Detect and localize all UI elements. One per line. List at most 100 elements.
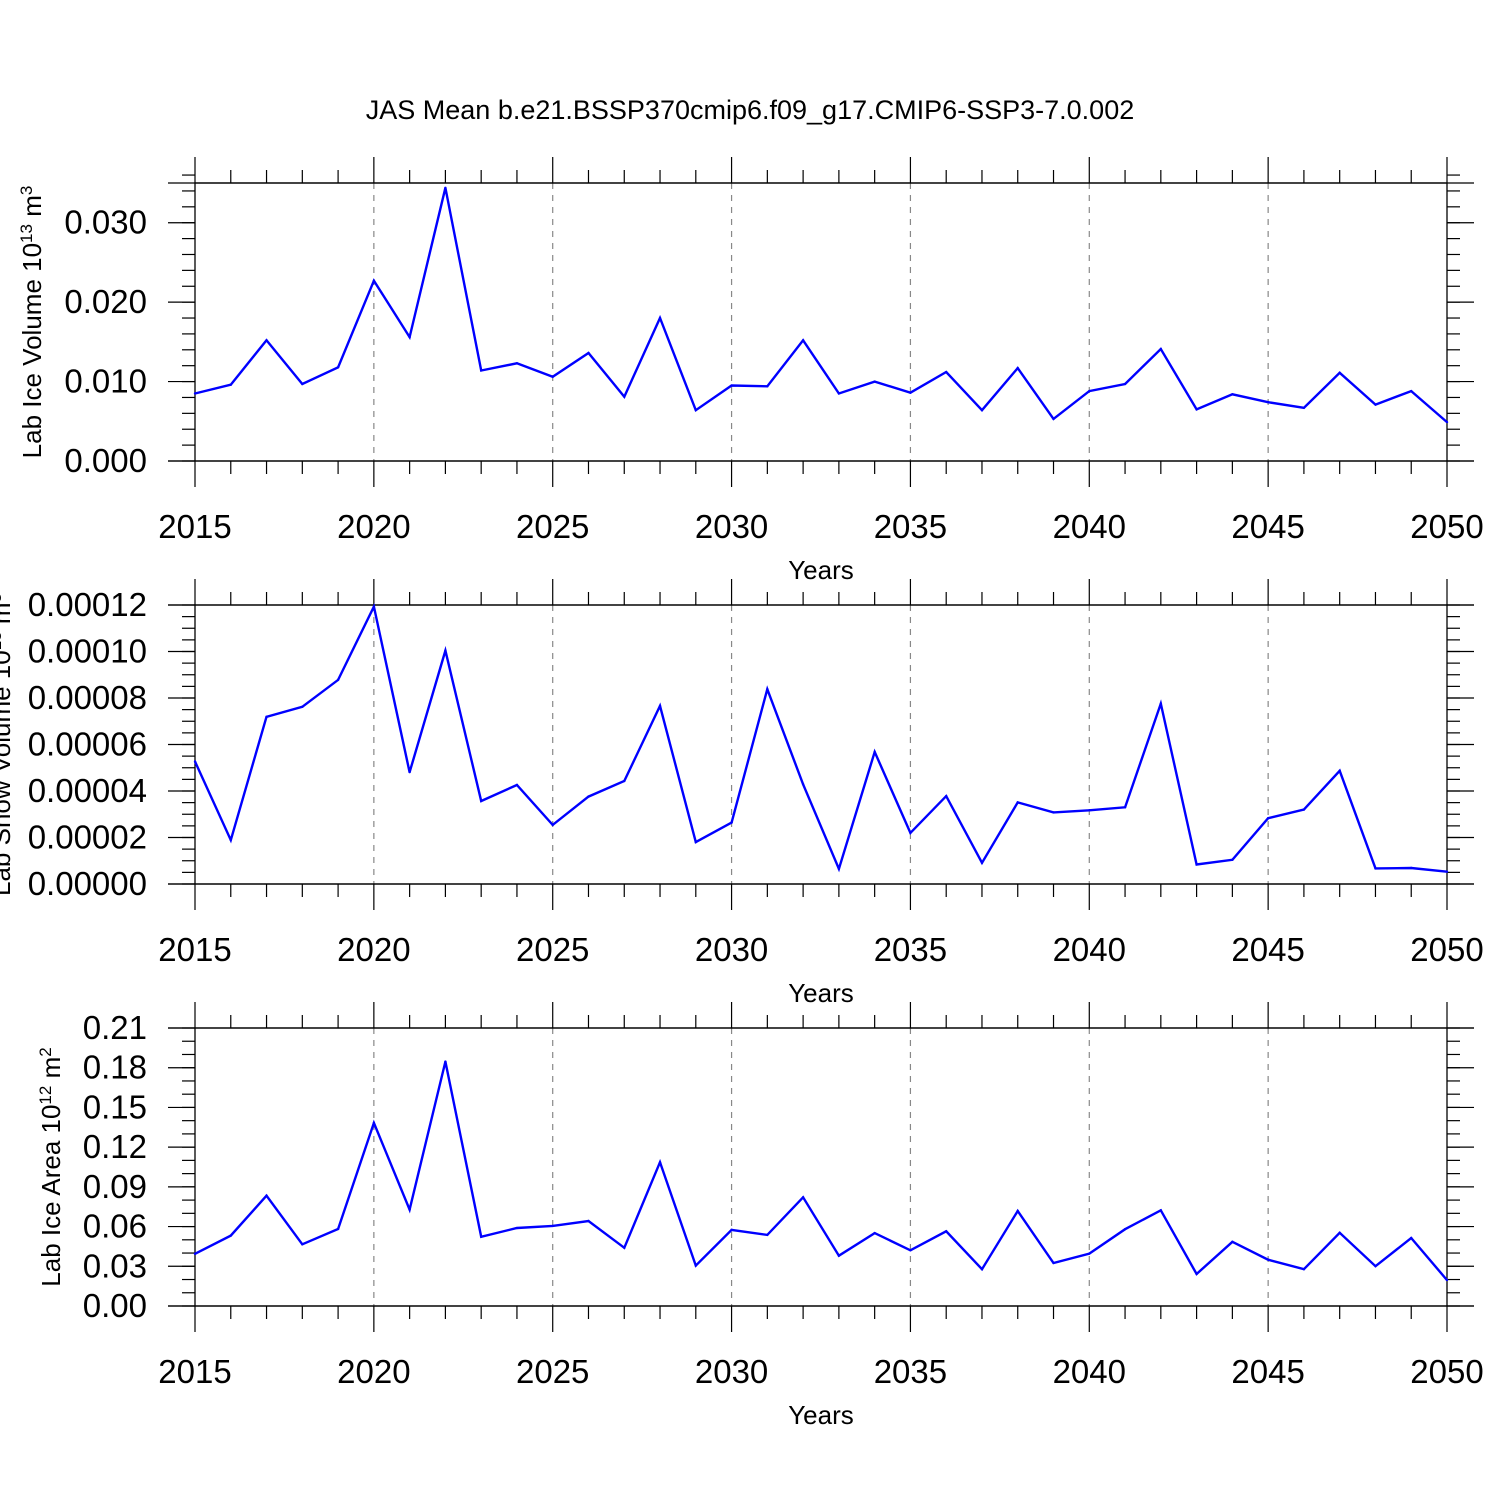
data-point	[945, 1230, 948, 1233]
x-axis-title: Years	[788, 978, 854, 1008]
data-point	[1159, 1209, 1163, 1212]
data-point	[444, 186, 447, 189]
x-tick-label: 2045	[1231, 1353, 1304, 1390]
data-point	[909, 1249, 912, 1252]
x-tick-label: 2045	[1231, 931, 1304, 968]
data-point	[1231, 858, 1234, 862]
data-point	[551, 823, 554, 827]
panels: 2015 2020 2025 2030 2035 2040 2045 2050 Years 0.0…	[0, 157, 1484, 1430]
data-point	[801, 1196, 805, 1199]
data-point	[408, 770, 411, 774]
y-axis-title-superscript: 2	[36, 1047, 55, 1056]
chart-title: JAS Mean b.e21.BSSP370cmip6.f09_g17.CMIP…	[366, 95, 1134, 125]
y-tick-label: 0.21	[83, 1009, 147, 1046]
data-point	[873, 750, 876, 754]
data-point	[587, 351, 590, 355]
data-point	[1231, 393, 1234, 396]
y-axis-title-superscript: 3	[0, 593, 5, 602]
y-tick-label: 0.00000	[28, 865, 147, 902]
data-point	[1016, 801, 1019, 804]
data-point	[1231, 1240, 1234, 1243]
data-point	[372, 279, 376, 282]
data-point	[945, 794, 948, 798]
data-point	[265, 715, 268, 719]
data-point	[980, 861, 984, 865]
data-point	[515, 362, 519, 365]
data-point	[444, 649, 447, 652]
y-axis-title: Lab Snow Volume 1013 m3	[0, 593, 16, 896]
x-tick-label: 2040	[1053, 1353, 1126, 1390]
data-point	[1195, 408, 1198, 411]
x-tick-label: 2035	[874, 508, 947, 545]
x-tick-label: 2020	[337, 1353, 410, 1390]
data-point	[587, 795, 590, 798]
x-tick-label: 2050	[1410, 931, 1483, 968]
data-point	[479, 369, 483, 372]
data-point	[837, 867, 841, 871]
x-tick-label: 2015	[158, 1353, 231, 1390]
data-point	[801, 783, 805, 786]
y-tick-label: 0.09	[83, 1168, 147, 1205]
x-tick-label: 2030	[695, 931, 768, 968]
data-point	[1302, 406, 1306, 409]
data-point	[336, 1227, 340, 1231]
y-axis-title-part: Lab Ice Area 10	[36, 1105, 66, 1287]
data-point	[873, 380, 876, 383]
y-axis-title-part: Lab Ice Volume 10	[17, 243, 47, 458]
data-point	[1338, 769, 1341, 772]
data-series-line	[193, 602, 1448, 873]
data-point	[1410, 1236, 1413, 1240]
data-series-line	[194, 1061, 1448, 1281]
data-point	[1302, 1267, 1306, 1271]
data-point	[408, 1208, 411, 1211]
y-axis-title-part: m	[0, 602, 16, 631]
data-point	[551, 375, 554, 379]
y-tick-label: 0.00012	[28, 586, 147, 623]
data-point	[301, 1243, 304, 1246]
data-point	[1016, 366, 1019, 370]
data-point	[301, 705, 304, 709]
y-tick-label: 0.12	[83, 1128, 147, 1165]
x-tick-label: 2050	[1410, 508, 1483, 545]
y-tick-label: 0.010	[64, 363, 147, 400]
y-axis-title: Lab Ice Volume 1013 m3	[17, 186, 48, 459]
y-axis-title-superscript: 13	[0, 631, 5, 650]
data-point	[766, 687, 769, 691]
data-point	[1195, 863, 1198, 866]
y-axis-title-part: m	[36, 1057, 66, 1086]
data-point	[336, 678, 340, 682]
panel-2: 2015 2020 2025 2030 2035 2040 2045 2050 Years 0.0…	[0, 579, 1484, 1008]
data-point	[658, 704, 662, 708]
data-point	[730, 1228, 733, 1232]
data-point	[694, 840, 697, 844]
data-point	[623, 779, 626, 783]
y-tick-label: 0.000	[64, 442, 147, 479]
data-point	[658, 316, 662, 320]
data-point	[873, 1231, 876, 1235]
y-tick-label: 0.18	[83, 1049, 147, 1086]
data-point	[909, 831, 912, 835]
panel-1: 2015 2020 2025 2030 2035 2040 2045 2050 Years 0.0…	[17, 157, 1484, 585]
data-point	[694, 1264, 697, 1267]
x-tick-label: 2015	[158, 508, 231, 545]
data-series-line	[194, 187, 1448, 424]
y-tick-label: 0.03	[83, 1247, 147, 1284]
data-point	[193, 392, 197, 395]
y-tick-label: 0.020	[64, 283, 147, 320]
data-point	[372, 605, 376, 608]
data-point	[1410, 389, 1413, 393]
x-tick-label: 2020	[337, 931, 410, 968]
data-point	[408, 335, 411, 339]
data-point	[336, 366, 340, 369]
y-axis-title-superscript: 3	[17, 186, 36, 195]
data-point	[265, 339, 268, 342]
y-axis-title-superscript: 13	[17, 224, 36, 243]
data-point	[1338, 1231, 1341, 1234]
x-tick-label: 2050	[1410, 1353, 1483, 1390]
data-point	[372, 1121, 376, 1125]
data-point	[801, 339, 805, 342]
x-tick-label: 2025	[516, 931, 589, 968]
data-point	[1195, 1272, 1198, 1276]
data-point	[1159, 347, 1163, 351]
